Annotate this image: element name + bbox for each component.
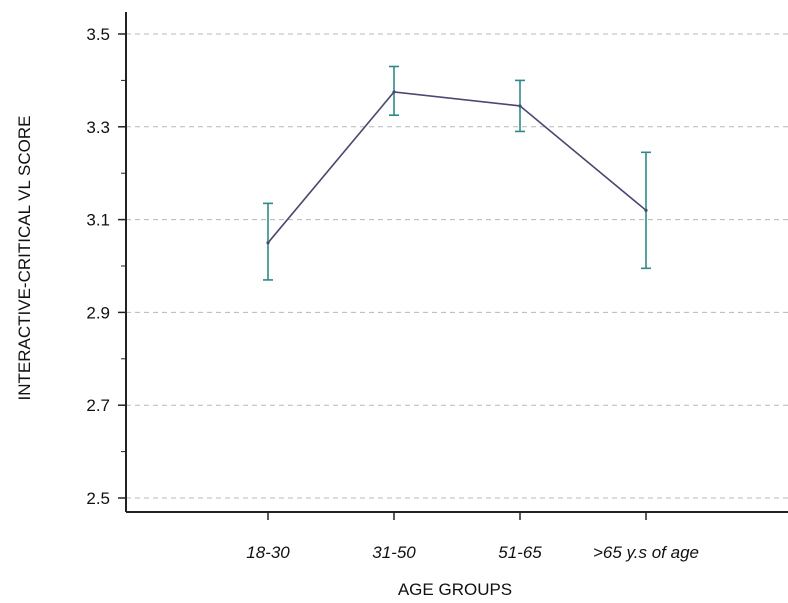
x-ticks: 18-30 31-50 51-65 >65 y.s of age <box>246 512 699 562</box>
y-tick-label: 3.1 <box>86 211 110 230</box>
error-bar <box>515 79 525 133</box>
x-axis-title: AGE GROUPS <box>398 580 512 599</box>
series-group <box>263 65 651 281</box>
error-bar <box>263 202 273 281</box>
y-ticks: 2.5 2.7 2.9 3.1 3.3 3.5 <box>86 25 126 508</box>
data-point <box>518 104 522 108</box>
data-point <box>644 208 648 212</box>
error-bar <box>389 65 399 116</box>
x-tick-label: 31-50 <box>372 543 416 562</box>
y-tick-label: 2.5 <box>86 489 110 508</box>
y-tick-label: 2.9 <box>86 303 110 322</box>
x-tick-label: 51-65 <box>498 543 542 562</box>
y-tick-label: 2.7 <box>86 396 110 415</box>
x-tick-label: 18-30 <box>246 543 290 562</box>
x-tick-label: >65 y.s of age <box>593 543 699 562</box>
y-tick-label: 3.3 <box>86 118 110 137</box>
error-bar <box>641 151 651 270</box>
data-point <box>266 241 270 245</box>
data-point <box>392 90 396 94</box>
series-line <box>267 91 647 244</box>
y-tick-label: 3.5 <box>86 25 110 44</box>
y-axis-title: INTERACTIVE-CRITICAL VL SCORE <box>15 116 34 401</box>
axes <box>125 12 788 513</box>
gridlines <box>126 33 788 499</box>
